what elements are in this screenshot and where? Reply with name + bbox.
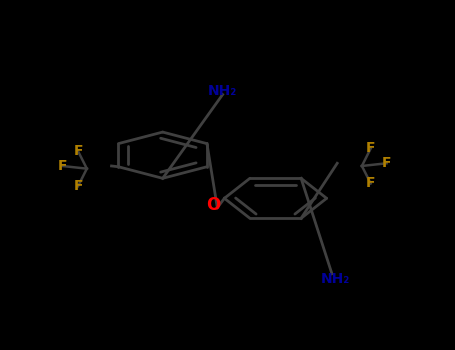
Text: F: F <box>382 156 391 170</box>
Text: F: F <box>73 179 83 193</box>
Text: O: O <box>206 196 220 214</box>
Text: F: F <box>366 176 375 190</box>
Text: NH₂: NH₂ <box>321 272 350 286</box>
Text: NH₂: NH₂ <box>208 84 237 98</box>
Text: F: F <box>366 141 375 155</box>
Text: F: F <box>73 144 83 158</box>
Text: F: F <box>57 159 67 173</box>
